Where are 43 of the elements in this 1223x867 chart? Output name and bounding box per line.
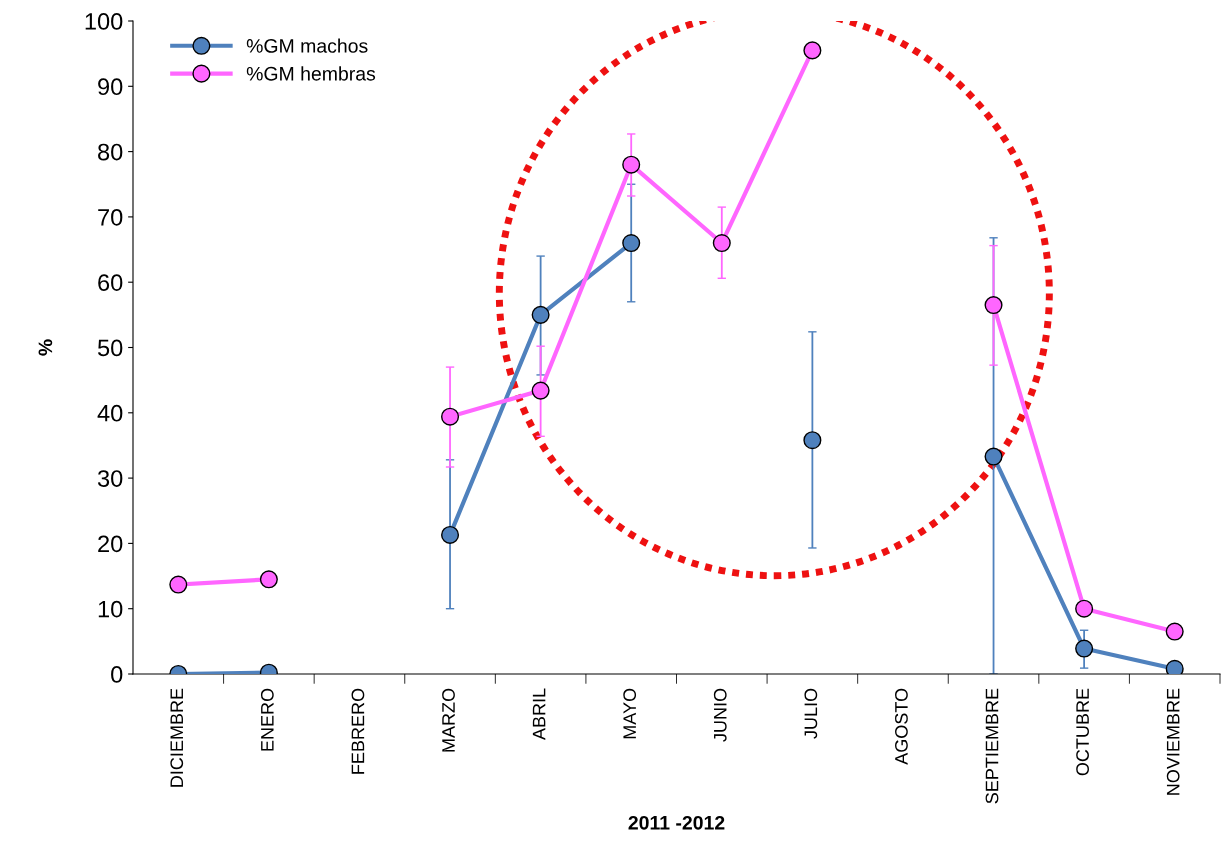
y-tick-label: 0 — [111, 666, 123, 683]
x-tick-label: JUNIO — [713, 688, 727, 742]
y-tick-label: 60 — [98, 274, 123, 291]
point — [259, 570, 278, 589]
point — [803, 41, 822, 60]
x-tick-label: MARZO — [442, 688, 455, 752]
x-tick-label: SEPTIEMBRE — [985, 688, 999, 804]
point — [984, 296, 1003, 315]
point — [1075, 599, 1094, 618]
y-tick-label: 10 — [98, 600, 123, 618]
point — [984, 447, 1003, 466]
x-tick-label: FEBRERO — [351, 688, 365, 774]
x-tick-label: ENERO — [260, 688, 274, 751]
x-tick-label: DICIEMBRE — [170, 688, 184, 787]
y-tick-label: 70 — [98, 208, 123, 226]
legend-label: %GM hembras — [246, 66, 376, 81]
y-tick-label: 90 — [98, 78, 123, 96]
y-tick-label: 50 — [97, 339, 123, 357]
y-tick-label: 100 — [85, 13, 123, 30]
point — [531, 305, 550, 324]
y-tick-label: 80 — [98, 143, 123, 161]
point — [441, 407, 460, 426]
point — [622, 155, 641, 174]
legend-label: %GM machos — [246, 38, 368, 53]
point — [803, 431, 822, 450]
point — [712, 233, 731, 253]
point — [441, 525, 460, 544]
x-tick-label: ABRIL — [532, 688, 546, 741]
y-tick-label: 30 — [97, 470, 123, 487]
x-tick-label: OCTUBRE — [1076, 688, 1089, 776]
y-axis-title: % — [38, 339, 53, 356]
point — [622, 233, 641, 253]
point — [1075, 639, 1094, 658]
x-axis-title: 2011 -2012 — [628, 815, 725, 830]
x-tick-label: NOVIEMBRE — [1166, 688, 1180, 795]
point — [531, 381, 550, 400]
x-tick-label: MAYO — [623, 688, 637, 739]
y-tick-label: 40 — [97, 404, 123, 422]
x-tick-label: JULIO — [804, 688, 818, 739]
point — [1165, 622, 1184, 641]
x-tick-label: AGOSTO — [895, 688, 908, 765]
y-tick-label: 20 — [98, 535, 123, 553]
point — [169, 575, 188, 594]
